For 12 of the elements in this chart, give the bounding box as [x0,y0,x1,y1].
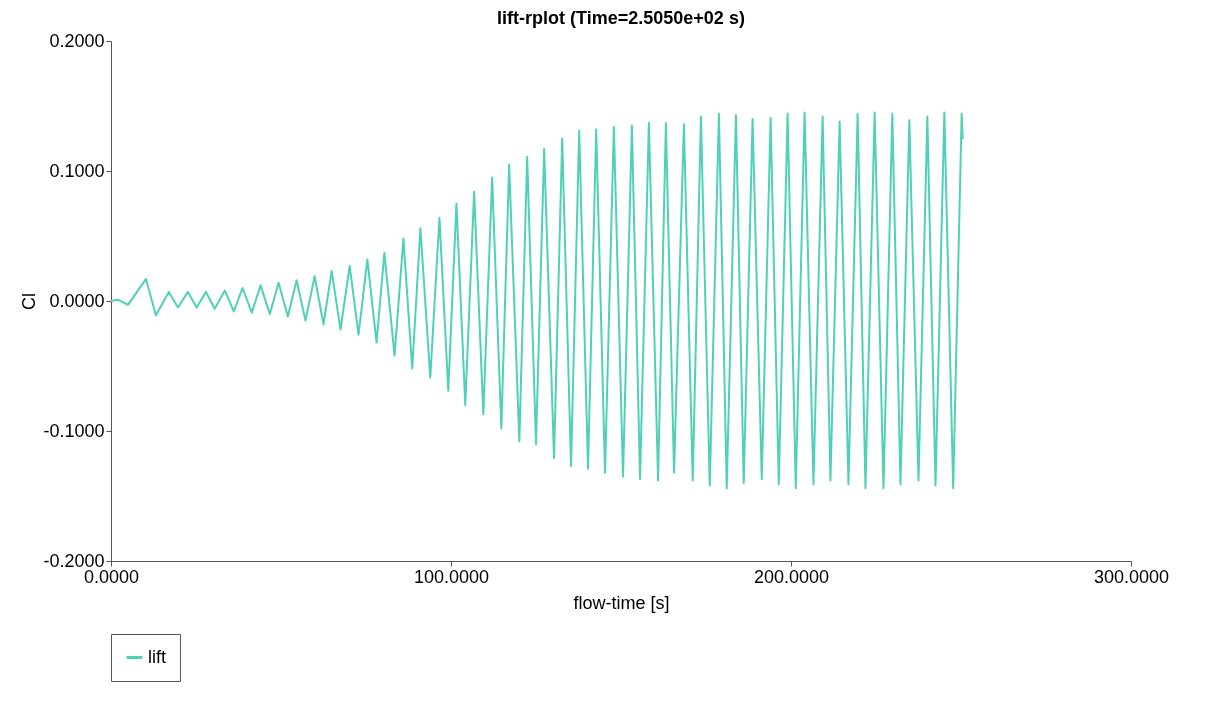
y-tick-label: -0.1000 [43,420,105,441]
y-tick-label: 0.2000 [49,30,105,51]
line-series [111,111,964,490]
legend-label: lift [148,646,166,667]
y-tick-label: 0.1000 [49,160,105,181]
x-axis-title: flow-time [s] [573,592,670,613]
x-tick-label: 100.0000 [413,566,490,587]
x-tick-label: 200.0000 [753,566,830,587]
y-axis-title: Cl [19,293,40,310]
x-tick-label: 300.0000 [1093,566,1170,587]
chart-title: lift-rplot (Time=2.5050e+02 s) [497,8,745,28]
y-tick-label: 0.0000 [49,290,105,311]
